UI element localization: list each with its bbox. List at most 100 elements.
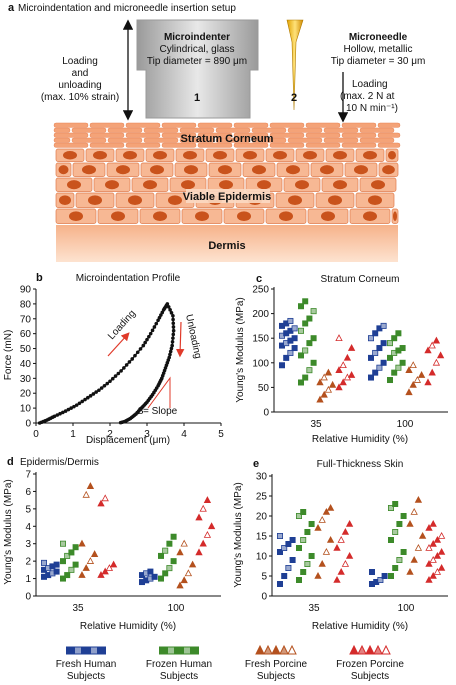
data-point-triangle <box>337 535 345 543</box>
data-point-triangle <box>433 535 442 543</box>
curve-point <box>86 395 90 400</box>
data-point-square <box>297 303 304 310</box>
data-point-triangle <box>320 373 328 381</box>
data-point-square <box>367 335 374 342</box>
corneocyte <box>71 127 107 133</box>
curve-point <box>143 340 147 345</box>
left-note-2: and <box>72 68 89 79</box>
cell-nucleus <box>382 165 395 175</box>
curve-point <box>52 414 57 419</box>
y-tick-label: 3 <box>25 539 31 550</box>
panel-d-title: Epidermis/Dermis <box>20 457 99 468</box>
cell-nucleus <box>111 211 125 222</box>
data-point-square <box>285 565 292 572</box>
legend-label-line2: Subjects <box>160 671 198 682</box>
data-point-triangle <box>199 539 207 547</box>
data-point-triangle <box>326 503 335 511</box>
data-point-triangle <box>433 551 442 559</box>
y-tick-label: 0 <box>263 408 269 419</box>
panel-e-ticks: 0 5 10 15 20 25 30 35 100 <box>256 472 415 615</box>
y-tick-label: 80 <box>20 299 32 310</box>
data-point-square <box>157 552 164 559</box>
data-point-triangle <box>176 581 184 589</box>
data-point-square <box>297 352 304 359</box>
data-point-square <box>376 345 383 352</box>
y-tick-label: 7 <box>25 470 31 481</box>
data-point-triangle <box>316 395 324 403</box>
data-point-square <box>302 374 309 381</box>
data-point-triangle <box>437 563 446 571</box>
data-point-triangle <box>320 390 328 398</box>
y-tick-label: 5 <box>25 504 31 515</box>
curve-point <box>141 343 146 348</box>
cell-nucleus <box>168 195 182 206</box>
data-point-triangle <box>437 547 446 555</box>
corneocyte <box>323 137 359 143</box>
data-point-triangle <box>90 550 99 557</box>
unloading-arrow <box>175 321 185 358</box>
data-point-triangle <box>97 499 105 507</box>
curve-point <box>171 314 175 318</box>
needle-line1: Hollow, metallic <box>344 44 413 55</box>
cell-nucleus <box>363 150 377 160</box>
curve-point <box>169 346 174 351</box>
legend-triangle-marker <box>365 644 375 655</box>
cell-nucleus <box>153 150 167 160</box>
data-point-triangle <box>405 388 413 396</box>
data-point-square <box>64 552 71 559</box>
data-point-square <box>380 340 387 347</box>
data-point-triangle <box>195 548 203 556</box>
data-point-triangle <box>207 522 216 530</box>
data-point-square <box>166 540 173 547</box>
data-point-square <box>381 573 388 580</box>
corneocyte <box>53 137 71 143</box>
corneocyte <box>233 122 269 128</box>
corneocyte <box>377 122 401 128</box>
legend-triangle-marker <box>255 644 265 655</box>
curve-point <box>55 413 60 417</box>
data-point-square <box>380 322 387 329</box>
cell-nucleus <box>237 211 251 222</box>
data-point-square <box>399 345 406 352</box>
panel-c-points <box>278 298 445 403</box>
data-point-square <box>400 549 407 556</box>
panel-b-xlabel: Displacement (μm) <box>86 435 170 446</box>
curve-point <box>145 337 149 342</box>
curve-point <box>74 403 79 407</box>
data-point-square <box>302 320 309 327</box>
data-point-triangle <box>314 571 322 579</box>
panel-c-ticks: 0 50 100 150 200 250 35 100 <box>252 285 413 431</box>
data-point-square <box>300 508 307 515</box>
cell-nucleus <box>213 150 227 160</box>
corneocyte <box>89 132 125 138</box>
data-point-square <box>395 364 402 371</box>
data-point-triangle <box>86 557 95 564</box>
cell-nucleus <box>279 211 293 222</box>
cell-nucleus <box>82 165 96 175</box>
panel-e-xlabel: Relative Humidity (%) <box>312 621 408 632</box>
curve-point <box>135 350 140 355</box>
data-point-triangle <box>109 560 118 568</box>
corneocyte <box>215 137 251 143</box>
panel-e-ylabel: Young's Modulus (MPa) <box>233 482 244 587</box>
data-point-triangle <box>424 346 432 354</box>
data-point-triangle <box>333 543 341 551</box>
curve-point <box>97 388 101 393</box>
curve-point <box>66 407 71 412</box>
curve-point <box>80 399 85 404</box>
cell-nucleus <box>105 180 119 190</box>
data-point-square <box>291 335 298 342</box>
data-point-triangle <box>410 555 418 563</box>
data-point-square <box>295 513 302 520</box>
data-point-triangle <box>326 535 335 543</box>
cell-nucleus <box>183 150 197 160</box>
panel-e-title: Full-Thickness Skin <box>317 459 404 470</box>
curve-point <box>94 390 98 394</box>
data-point-square <box>310 359 317 366</box>
skin-cells <box>53 122 401 224</box>
corneocyte <box>53 122 89 128</box>
legend-triangle-marker <box>373 644 383 655</box>
indenter-name: Microindenter <box>164 32 230 43</box>
cell-nucleus <box>363 211 377 222</box>
data-point-triangle <box>345 551 354 559</box>
